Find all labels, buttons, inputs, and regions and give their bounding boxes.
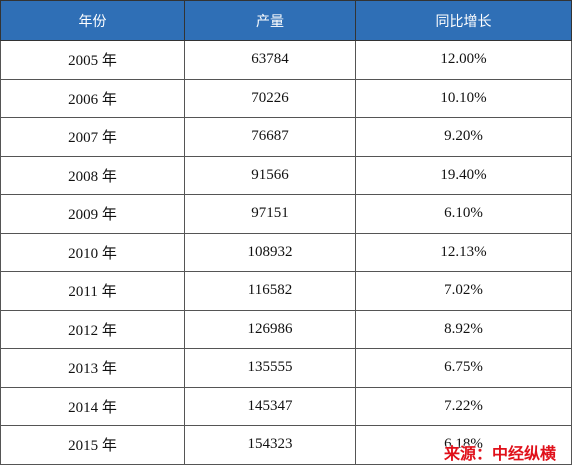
table-cell: 145347 (184, 386, 356, 426)
table-cell: 2012 年 (0, 309, 185, 349)
header-cell: 同比增长 (355, 0, 572, 41)
table-cell: 7.02% (355, 271, 572, 311)
table-cell: 2007 年 (0, 117, 185, 157)
table-row: 2013 年 135555 6.75% (0, 348, 572, 388)
table-cell: 116582 (184, 271, 356, 311)
table-cell: 10.10% (355, 78, 572, 118)
table-cell: 2009 年 (0, 194, 185, 234)
table-row: 2006 年 70226 10.10% (0, 78, 572, 118)
table-row: 2012 年 126986 8.92% (0, 309, 572, 349)
table-cell: 2006 年 (0, 78, 185, 118)
table-row: 2014 年 145347 7.22% (0, 386, 572, 426)
table-cell: 108932 (184, 232, 356, 272)
table-cell: 2015 年 (0, 425, 185, 465)
table-cell: 70226 (184, 78, 356, 118)
table-cell: 12.00% (355, 40, 572, 80)
table-row: 2007 年 76687 9.20% (0, 117, 572, 157)
table-cell: 97151 (184, 194, 356, 234)
table-cell: 2005 年 (0, 40, 185, 80)
table-cell: 2014 年 (0, 386, 185, 426)
table-cell: 2008 年 (0, 155, 185, 195)
source-watermark: 来源：中经纵横 (444, 444, 557, 463)
table-cell: 2011 年 (0, 271, 185, 311)
table-cell: 63784 (184, 40, 356, 80)
table-cell: 91566 (184, 155, 356, 195)
table-cell: 2013 年 (0, 348, 185, 388)
table-cell: 8.92% (355, 309, 572, 349)
table-row: 2010 年 108932 12.13% (0, 232, 572, 272)
table-row: 2015 年 154323 6.18% (0, 425, 572, 465)
header-cell: 产量 (184, 0, 356, 41)
table-row: 2005 年 63784 12.00% (0, 40, 572, 80)
header-row: 年份 产量 同比增长 (0, 0, 572, 41)
table-body: 2005 年 63784 12.00% 2006 年 70226 10.10% 2007 年… (0, 40, 572, 465)
table-cell: 9.20% (355, 117, 572, 157)
table-cell: 126986 (184, 309, 356, 349)
table-cell: 135555 (184, 348, 356, 388)
table-cell: 6.18% (355, 425, 572, 465)
table-row: 2011 年 116582 7.02% (0, 271, 572, 311)
table-cell: 7.22% (355, 386, 572, 426)
header-cell: 年份 (0, 0, 185, 41)
table-cell: 76687 (184, 117, 356, 157)
table-cell: 2010 年 (0, 232, 185, 272)
table-cell: 6.75% (355, 348, 572, 388)
table-row: 2009 年 97151 6.10% (0, 194, 572, 234)
table-cell: 12.13% (355, 232, 572, 272)
table-row: 2008 年 91566 19.40% (0, 155, 572, 195)
table-cell: 154323 (184, 425, 356, 465)
table-cell: 6.10% (355, 194, 572, 234)
table-cell: 19.40% (355, 155, 572, 195)
